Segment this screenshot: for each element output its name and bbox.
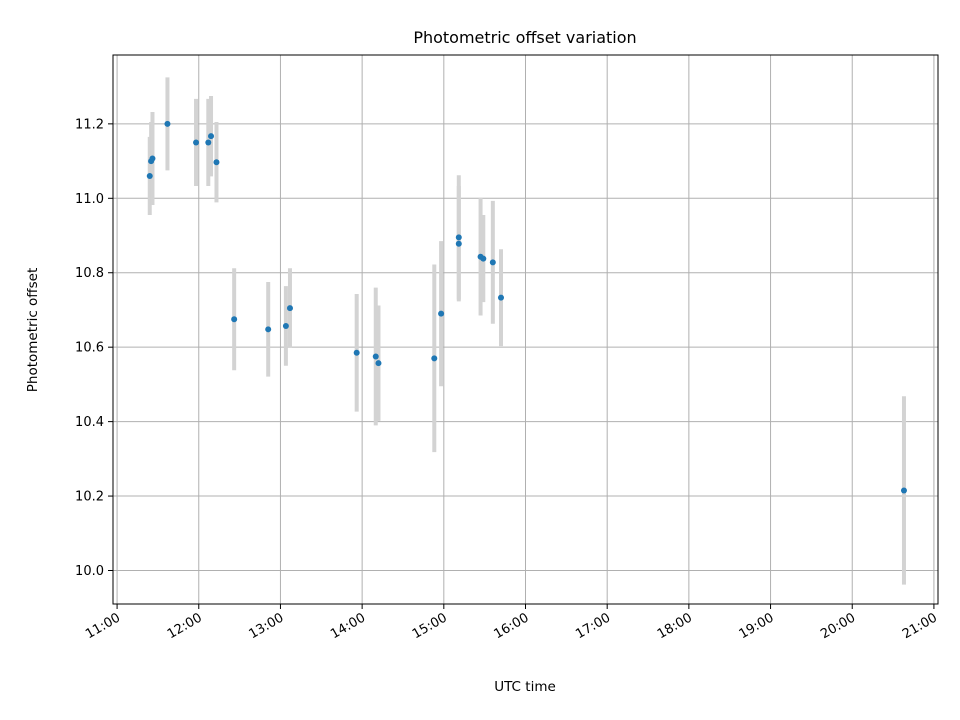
data-point <box>900 487 907 494</box>
data-point <box>375 360 382 367</box>
x-tick-label: 17:00 <box>573 610 613 642</box>
data-point <box>353 349 360 356</box>
data-point <box>146 172 153 179</box>
data-point <box>372 353 379 360</box>
x-tick-label: 15:00 <box>410 610 450 642</box>
y-tick-label: 10.4 <box>75 415 104 430</box>
x-tick-label: 11:00 <box>83 610 123 642</box>
x-tick-label: 20:00 <box>818 610 858 642</box>
data-point <box>282 322 289 329</box>
y-tick-label: 11.2 <box>75 117 104 132</box>
data-point <box>438 310 445 317</box>
data-point <box>205 139 212 146</box>
data-point <box>489 259 496 266</box>
x-tick-label: 16:00 <box>492 610 532 642</box>
data-point <box>431 355 438 362</box>
grid <box>113 55 938 604</box>
data-point <box>455 234 462 241</box>
x-tick-label: 14:00 <box>328 610 368 642</box>
data-point <box>149 155 156 162</box>
data-point <box>208 133 215 140</box>
data-point <box>193 139 200 146</box>
data-point <box>480 255 487 262</box>
error-bars <box>147 77 906 585</box>
y-tick-label: 10.2 <box>75 490 104 505</box>
data-point <box>265 326 272 333</box>
data-point <box>286 305 293 312</box>
data-point <box>231 316 238 323</box>
x-axis-label: UTC time <box>494 679 556 695</box>
x-tick-label: 12:00 <box>165 610 205 642</box>
data-points <box>146 120 907 494</box>
y-tick-label: 11.0 <box>75 192 104 207</box>
y-tick-label: 10.0 <box>75 564 104 579</box>
x-tick-label: 21:00 <box>900 610 940 642</box>
data-point <box>164 120 171 127</box>
x-tick-label: 13:00 <box>247 610 287 642</box>
chart-title: Photometric offset variation <box>413 28 636 47</box>
y-tick-label: 10.6 <box>75 341 104 356</box>
data-point <box>213 159 220 166</box>
y-axis-label: Photometric offset <box>25 268 41 392</box>
x-tick-label: 19:00 <box>737 610 777 642</box>
x-tick-label: 18:00 <box>655 610 695 642</box>
data-point <box>455 240 462 247</box>
y-tick-label: 10.8 <box>75 266 104 281</box>
axis-ticks: 11:00 12:00 13:00 14:00 15:00 16:00 17:00 18:00… <box>75 117 940 642</box>
data-point <box>497 294 504 301</box>
